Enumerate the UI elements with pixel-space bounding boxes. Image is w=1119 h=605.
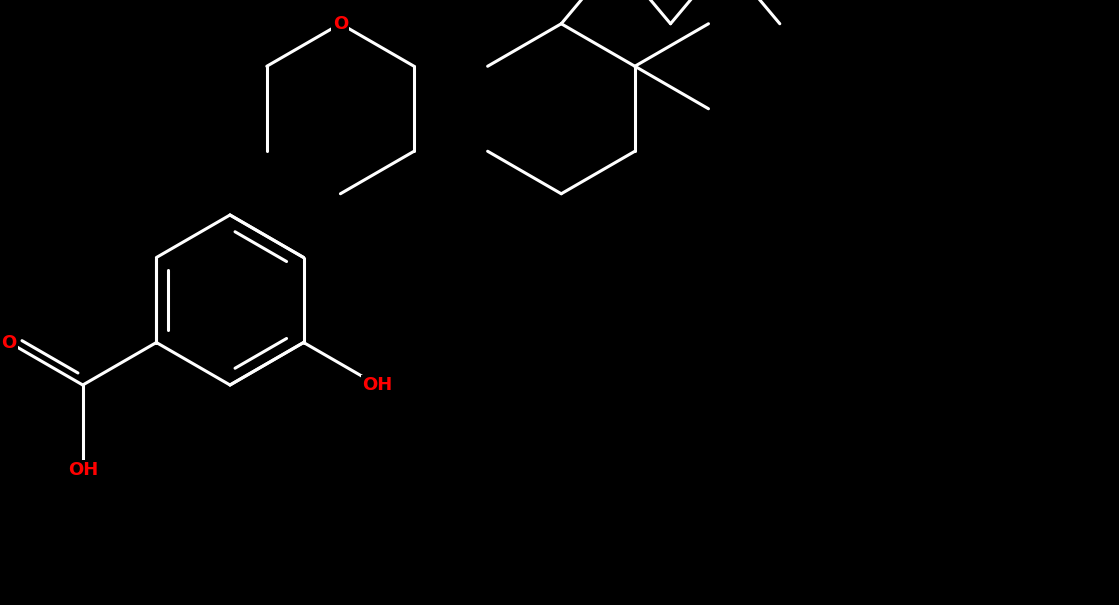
Text: OH: OH (67, 461, 97, 479)
Text: O: O (1, 333, 17, 352)
Text: OH: OH (363, 376, 393, 394)
Text: O: O (332, 15, 348, 33)
